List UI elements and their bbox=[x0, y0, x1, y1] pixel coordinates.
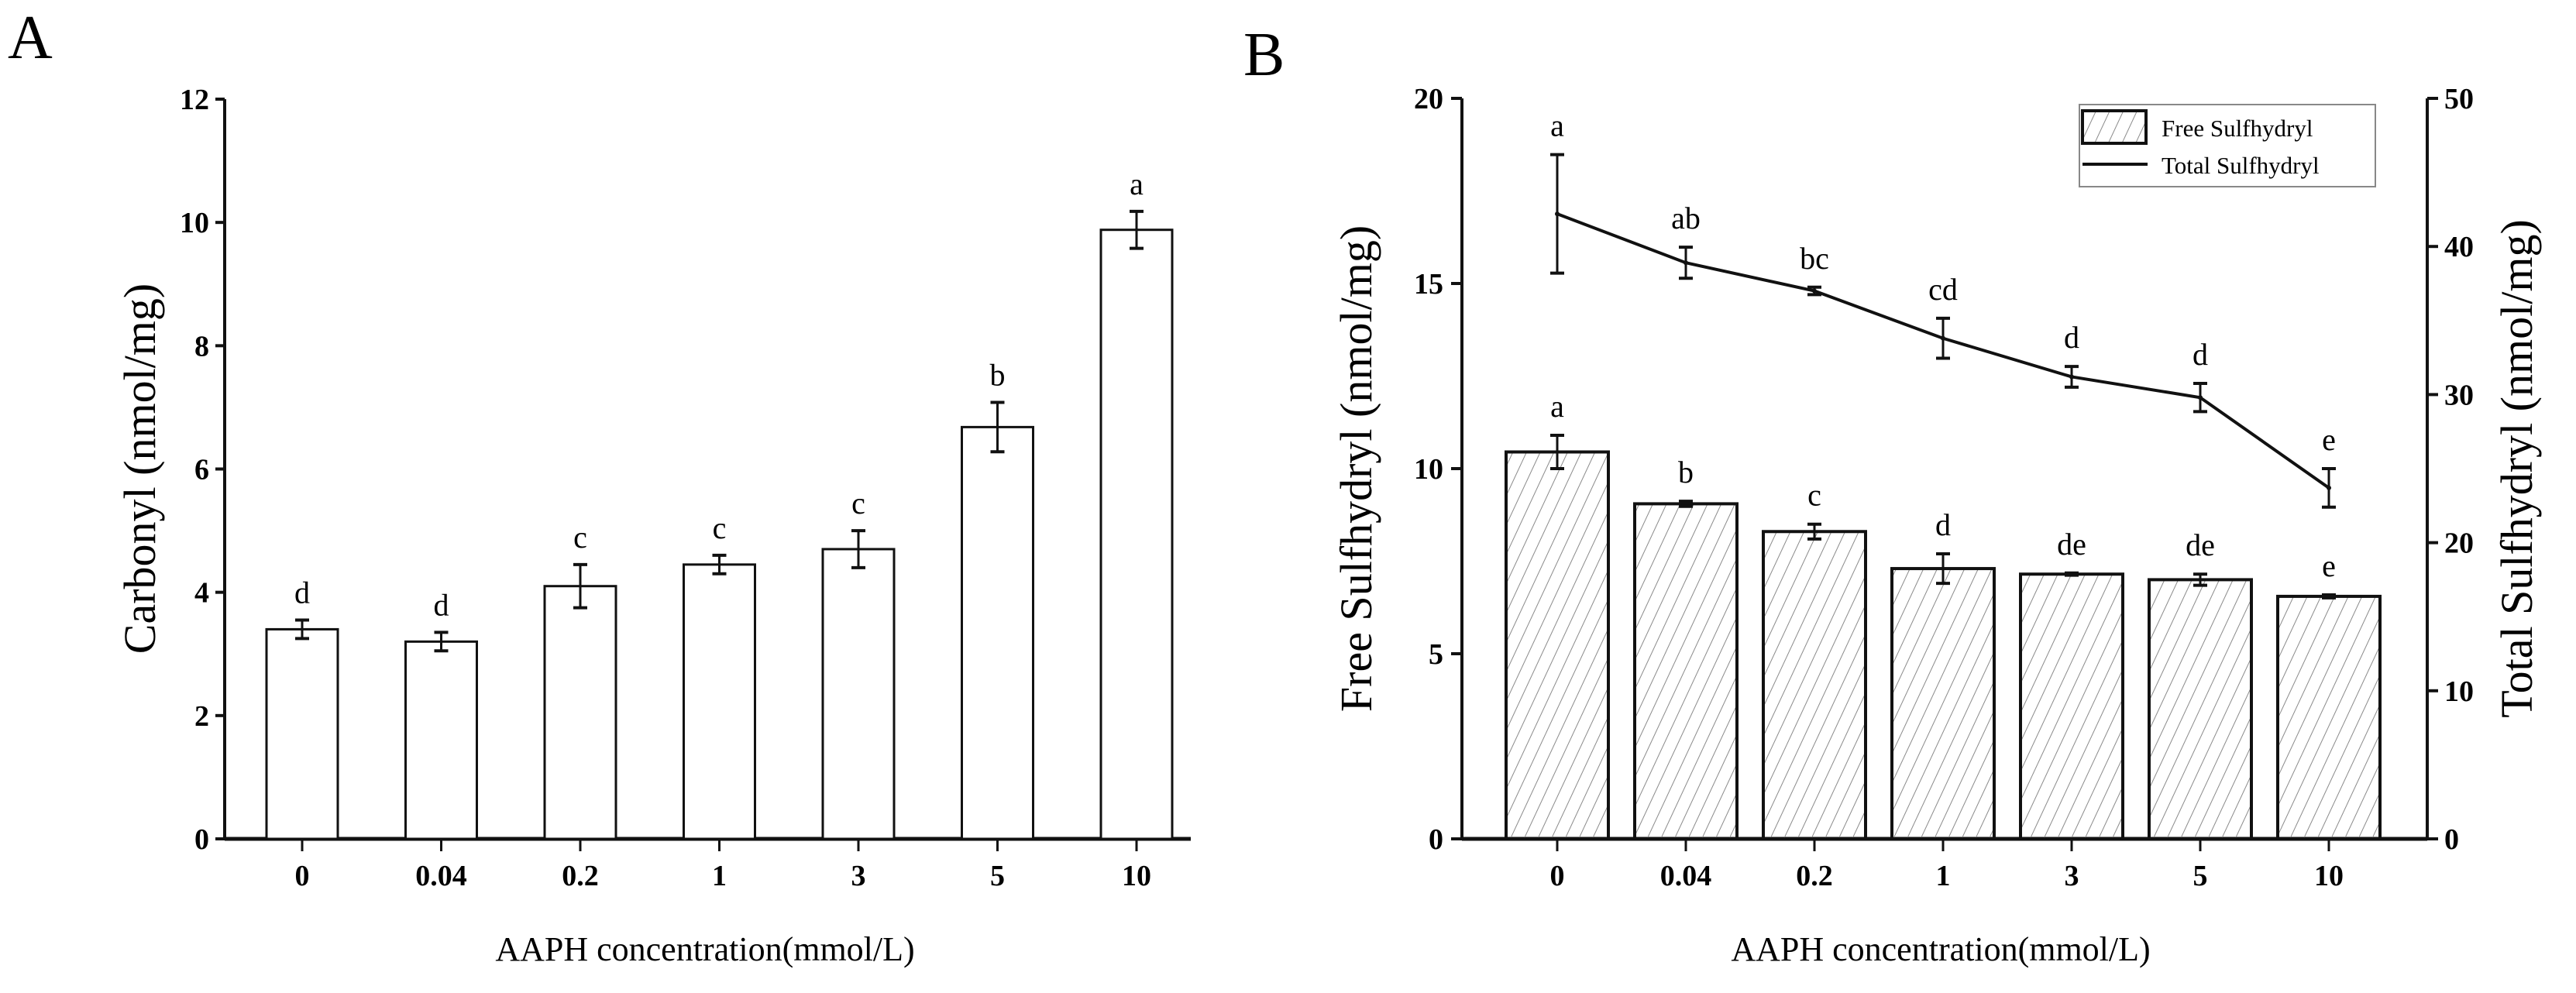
x-tick-label-a: 10 bbox=[1122, 860, 1151, 892]
bar-a bbox=[683, 563, 756, 840]
legend-swatch-free bbox=[2081, 109, 2148, 145]
significance-label-total: a bbox=[1550, 108, 1564, 143]
significance-label-a: d bbox=[294, 575, 310, 610]
y-tick-label-b-right: 50 bbox=[2444, 83, 2474, 115]
x-tick-label-b: 0.04 bbox=[1660, 860, 1712, 892]
significance-label-total: cd bbox=[1928, 272, 1958, 307]
point-total-sulfhydryl bbox=[2327, 485, 2331, 490]
y-axis-label-b-right: Total Sulfhydryl (nmol/mg) bbox=[2492, 219, 2542, 718]
bar-free-sulfhydryl bbox=[2276, 594, 2382, 840]
significance-label-total: e bbox=[2322, 422, 2336, 457]
y-tick-label-b-left: 10 bbox=[1414, 453, 1443, 486]
point-total-sulfhydryl bbox=[1941, 335, 1945, 341]
y-tick-label-a: 4 bbox=[194, 577, 209, 610]
x-tick-label-a: 1 bbox=[712, 860, 727, 892]
bar-a bbox=[543, 585, 617, 840]
bar-free-sulfhydryl bbox=[1633, 502, 1739, 840]
x-tick-label-a: 0.2 bbox=[562, 860, 599, 892]
y-tick-label-b-right: 0 bbox=[2444, 823, 2459, 856]
bar-a bbox=[821, 548, 896, 840]
y-tick-label-b-right: 20 bbox=[2444, 527, 2474, 560]
x-axis-label-a: AAPH concentration(mmol/L) bbox=[495, 930, 914, 968]
point-total-sulfhydryl bbox=[1684, 260, 1688, 266]
y-tick-label-a: 2 bbox=[194, 700, 209, 733]
x-tick-label-a: 0 bbox=[295, 860, 310, 892]
bar-free-sulfhydryl bbox=[1762, 530, 1867, 840]
significance-label-free: b bbox=[1678, 455, 1694, 490]
significance-label-a: c bbox=[573, 520, 587, 555]
y-tick-label-b-right: 10 bbox=[2444, 675, 2474, 708]
x-tick-label-b: 3 bbox=[2065, 860, 2079, 892]
significance-label-free: d bbox=[1935, 507, 1951, 542]
panel-label-b: B bbox=[1243, 21, 1285, 89]
bar-a bbox=[961, 425, 1034, 840]
bar-free-sulfhydryl bbox=[2019, 572, 2124, 840]
bar-free-sulfhydryl bbox=[1890, 567, 1996, 840]
point-total-sulfhydryl bbox=[1555, 211, 1560, 217]
y-tick-label-a: 12 bbox=[180, 84, 209, 116]
x-tick-label-b: 10 bbox=[2314, 860, 2344, 892]
y-tick-label-a: 6 bbox=[194, 454, 209, 486]
x-tick-label-b: 0.2 bbox=[1796, 860, 1833, 892]
significance-label-total: bc bbox=[1800, 241, 1829, 276]
legend-label-total: Total Sulfhydryl bbox=[2162, 152, 2320, 179]
significance-label-free: de bbox=[2057, 527, 2086, 562]
bar-a bbox=[265, 627, 339, 840]
point-total-sulfhydryl bbox=[2069, 374, 2074, 380]
bar-a bbox=[404, 640, 478, 840]
x-tick-label-b: 1 bbox=[1936, 860, 1951, 892]
significance-label-free: c bbox=[1807, 478, 1821, 513]
y-tick-label-b-right: 40 bbox=[2444, 231, 2474, 263]
x-tick-label-a: 5 bbox=[990, 860, 1005, 892]
significance-label-a: c bbox=[851, 486, 865, 521]
point-total-sulfhydryl bbox=[1812, 288, 1817, 294]
bar-free-sulfhydryl bbox=[2148, 578, 2253, 841]
y-tick-label-b-left: 20 bbox=[1414, 83, 1443, 115]
significance-label-a: c bbox=[713, 510, 727, 545]
significance-label-free: a bbox=[1550, 389, 1564, 424]
panel-label-a: A bbox=[8, 4, 53, 72]
y-tick-label-a: 10 bbox=[180, 207, 209, 239]
x-tick-label-b: 0 bbox=[1550, 860, 1565, 892]
y-tick-label-b-left: 15 bbox=[1414, 268, 1443, 301]
x-tick-label-a: 3 bbox=[851, 860, 866, 892]
y-tick-label-b-left: 0 bbox=[1429, 823, 1443, 856]
y-tick-label-a: 0 bbox=[194, 823, 209, 856]
y-tick-label-a: 8 bbox=[194, 330, 209, 362]
legend: Free Sulfhydryl Total Sulfhydryl bbox=[2079, 104, 2376, 187]
significance-label-total: d bbox=[2064, 320, 2079, 355]
point-total-sulfhydryl bbox=[2198, 395, 2203, 400]
bar-free-sulfhydryl bbox=[1505, 450, 1610, 840]
significance-label-a: a bbox=[1130, 167, 1144, 201]
x-axis-label-b: AAPH concentration(mmol/L) bbox=[1731, 930, 2150, 968]
bar-a bbox=[1099, 228, 1174, 840]
significance-label-a: d bbox=[434, 587, 449, 622]
x-tick-label-a: 0.04 bbox=[415, 860, 467, 892]
legend-label-free: Free Sulfhydryl bbox=[2162, 115, 2313, 142]
y-axis-label-a: Carbonyl (nmol/mg) bbox=[115, 283, 165, 654]
y-tick-label-b-left: 5 bbox=[1429, 638, 1443, 671]
significance-label-total: d bbox=[2193, 337, 2208, 372]
significance-label-total: ab bbox=[1671, 201, 1701, 235]
y-axis-label-b-left: Free Sulfhydryl (nmol/mg) bbox=[1331, 225, 1381, 712]
significance-label-free: de bbox=[2186, 527, 2215, 562]
significance-label-a: b bbox=[990, 358, 1006, 393]
significance-label-free: e bbox=[2322, 548, 2336, 583]
x-tick-label-b: 5 bbox=[2193, 860, 2208, 892]
y-tick-label-b-right: 30 bbox=[2444, 379, 2474, 411]
